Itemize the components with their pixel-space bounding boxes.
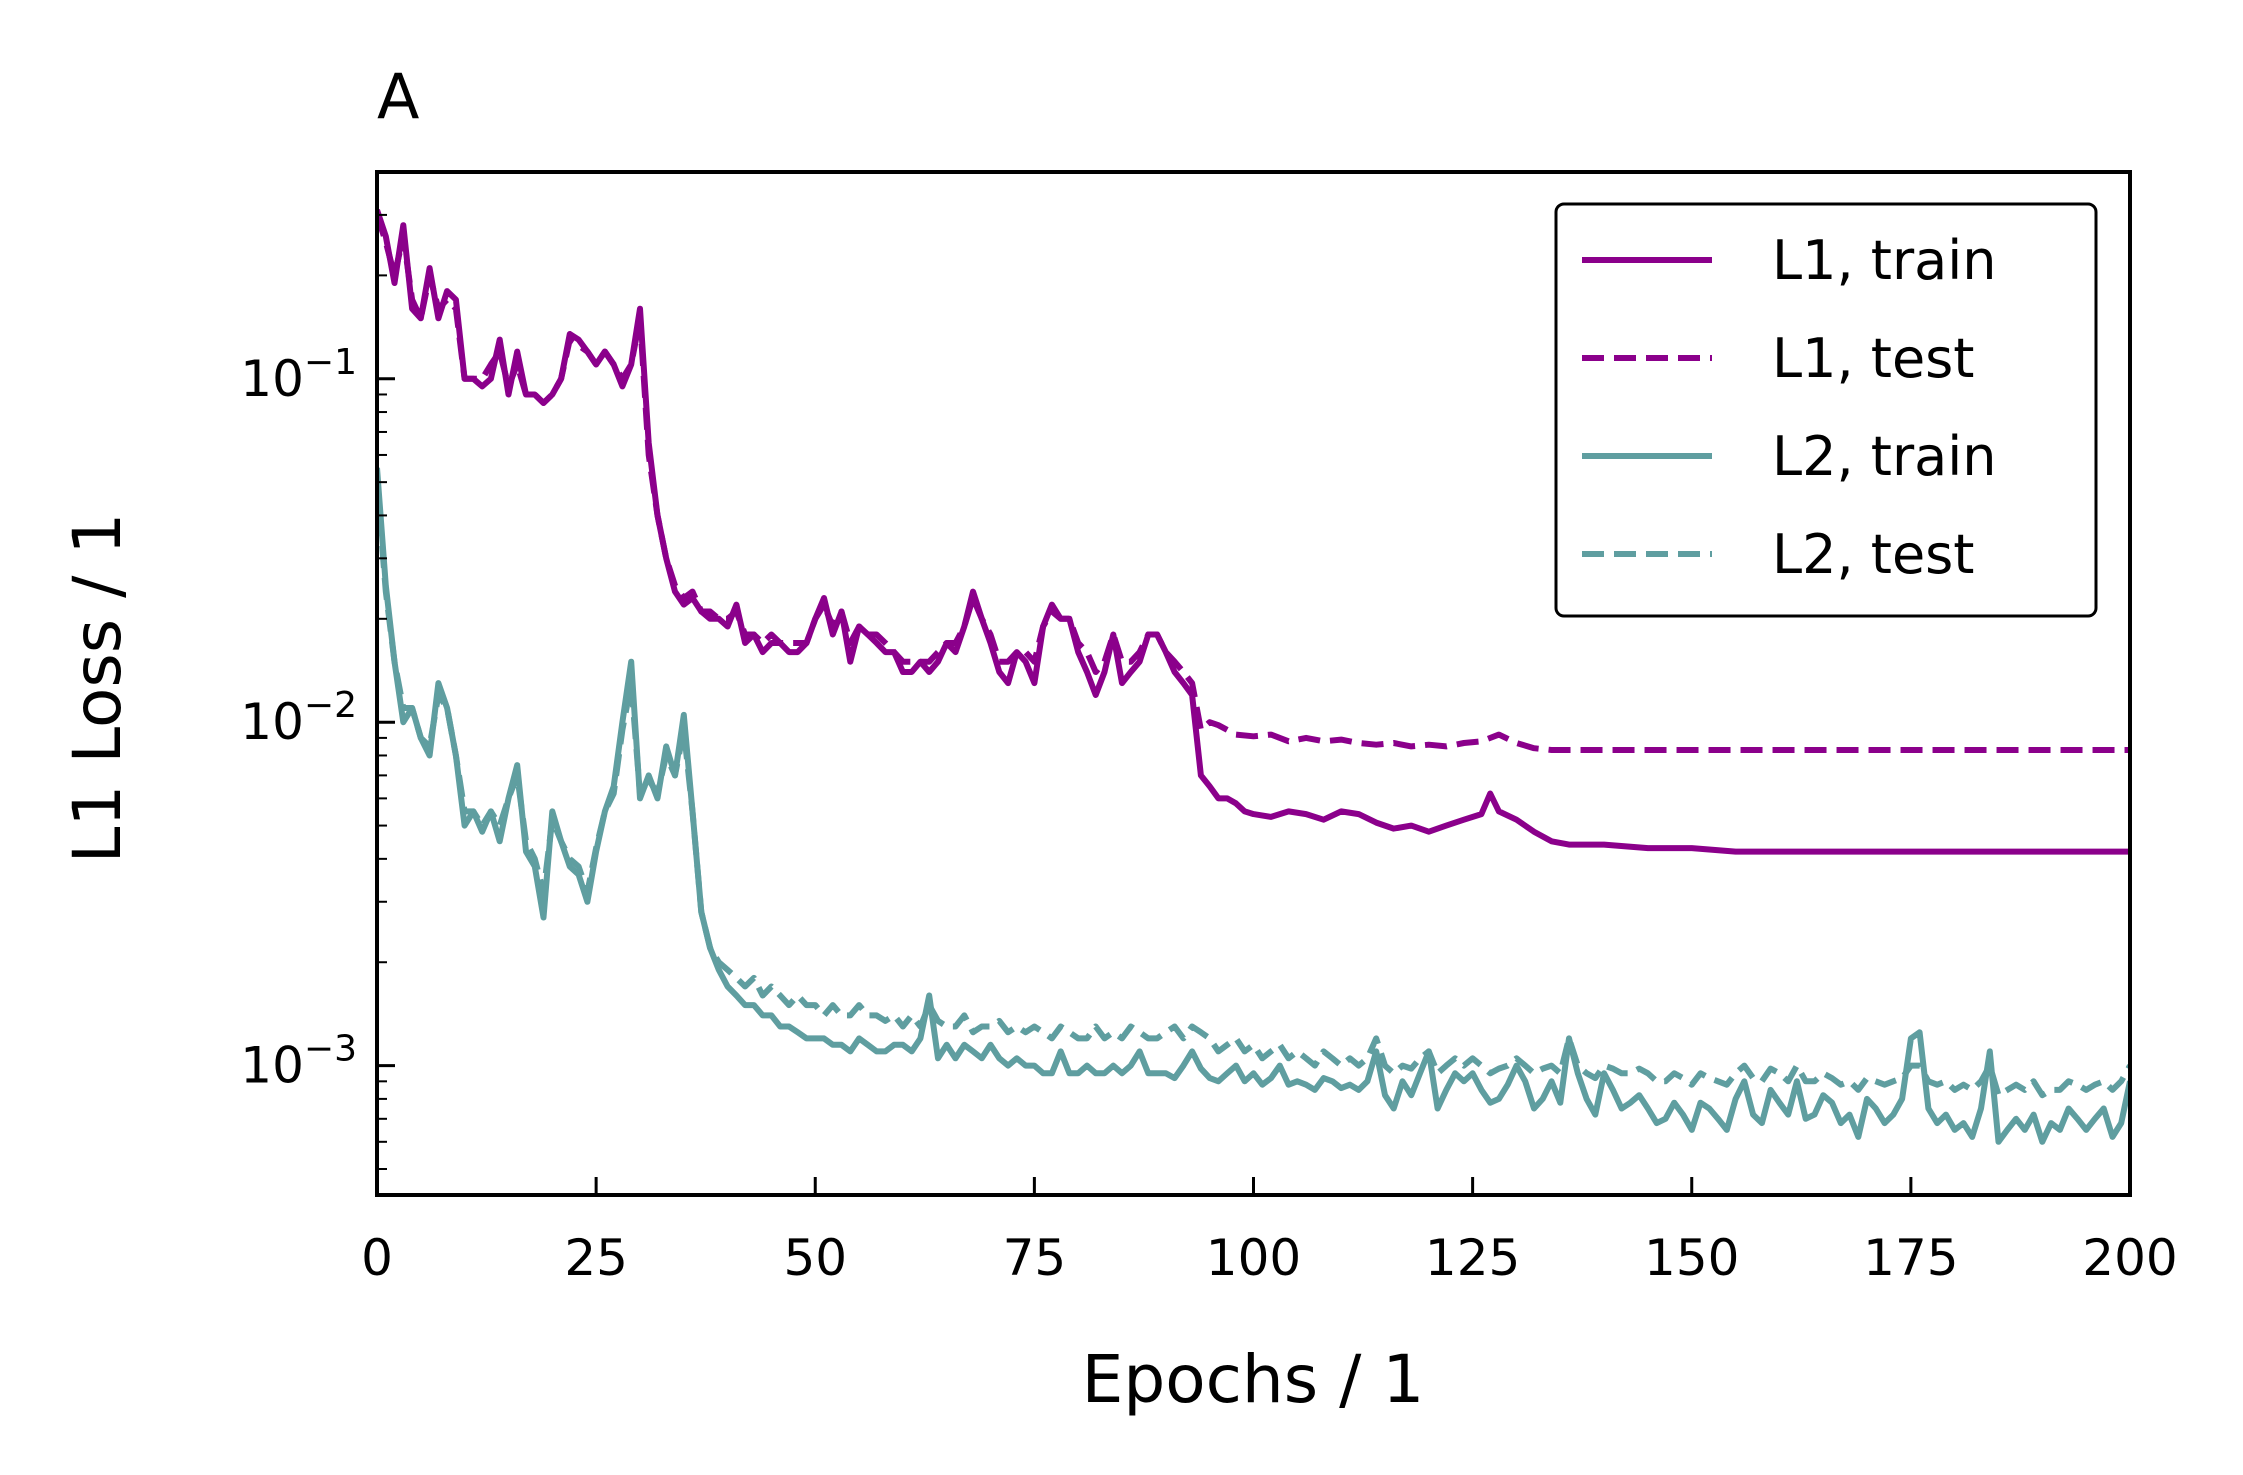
y-tick-label: 10−2 xyxy=(240,685,357,751)
series-line-l2-train xyxy=(377,467,2130,1145)
legend-box xyxy=(1554,202,2098,618)
legend-label-l1-test: L1, test xyxy=(1772,327,1974,390)
series-line-l1-train xyxy=(377,209,2130,855)
x-tick-label: 75 xyxy=(1003,1229,1067,1287)
legend: L1, train L1, test L2, train L2, test xyxy=(1554,202,2098,618)
y-axis-label: L1 Loss / 1 xyxy=(59,513,136,864)
x-tick-label: 150 xyxy=(1644,1229,1739,1287)
x-tick-label: 125 xyxy=(1425,1229,1520,1287)
legend-label-l1-train: L1, train xyxy=(1772,229,1996,292)
x-axis-label: Epochs / 1 xyxy=(1082,1341,1425,1418)
y-tick-label: 10−1 xyxy=(240,342,357,408)
x-tick-label: 200 xyxy=(2082,1229,2177,1287)
x-tick-label: 0 xyxy=(361,1229,393,1287)
axis-ticks: 0 25 50 75 100 125 150 175 200 10−1 10−2 10−3 xyxy=(240,171,2178,1287)
legend-label-l2-train: L2, train xyxy=(1772,425,1996,488)
x-tick-label: 25 xyxy=(564,1229,628,1287)
legend-label-l2-test: L2, test xyxy=(1772,523,1974,586)
x-tick-label: 50 xyxy=(783,1229,847,1287)
x-tick-label: 175 xyxy=(1863,1229,1958,1287)
series-line-l2-test xyxy=(377,481,2130,1099)
y-tick-label: 10−3 xyxy=(240,1029,357,1095)
x-tick-label: 100 xyxy=(1206,1229,1301,1287)
plot-area xyxy=(377,209,2130,1145)
panel-label: A xyxy=(377,60,419,133)
